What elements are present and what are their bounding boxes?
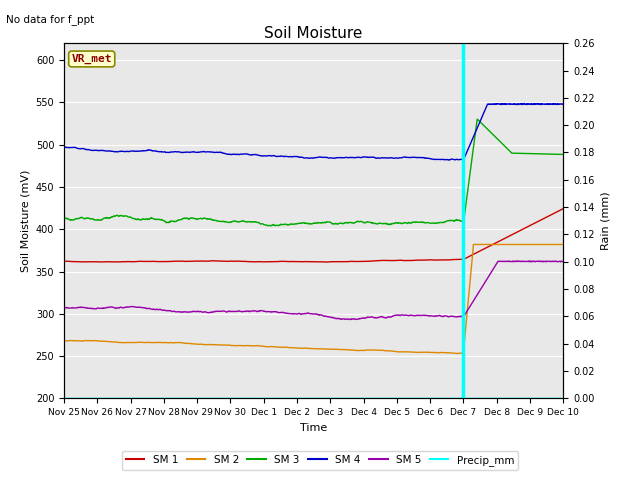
Y-axis label: Rain (mm): Rain (mm) bbox=[600, 192, 610, 250]
Title: Soil Moisture: Soil Moisture bbox=[264, 25, 363, 41]
X-axis label: Time: Time bbox=[300, 423, 327, 432]
Text: VR_met: VR_met bbox=[72, 54, 112, 64]
Legend: SM 1, SM 2, SM 3, SM 4, SM 5, Precip_mm: SM 1, SM 2, SM 3, SM 4, SM 5, Precip_mm bbox=[122, 451, 518, 470]
Text: No data for f_ppt: No data for f_ppt bbox=[6, 14, 95, 25]
Y-axis label: Soil Moisture (mV): Soil Moisture (mV) bbox=[20, 169, 30, 272]
